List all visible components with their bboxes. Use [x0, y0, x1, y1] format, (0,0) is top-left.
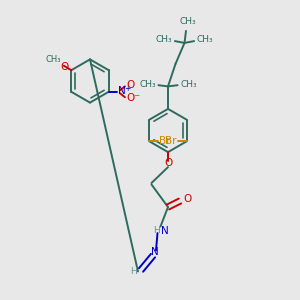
Text: ⁻: ⁻: [134, 92, 140, 105]
Text: CH₃: CH₃: [179, 17, 196, 26]
Text: O: O: [126, 93, 134, 103]
Text: H: H: [153, 226, 160, 235]
Text: Br: Br: [165, 136, 177, 146]
Text: N: N: [151, 247, 158, 257]
Text: O: O: [164, 158, 172, 169]
Text: CH₃: CH₃: [196, 35, 213, 44]
Text: O: O: [126, 80, 134, 90]
Text: O: O: [183, 194, 191, 205]
Text: CH₃: CH₃: [140, 80, 156, 88]
Text: O: O: [60, 62, 68, 72]
Text: +: +: [124, 84, 131, 93]
Text: CH₃: CH₃: [45, 55, 61, 64]
Text: H: H: [130, 267, 136, 276]
Text: N: N: [160, 226, 168, 236]
Text: CH₃: CH₃: [180, 80, 196, 88]
Text: CH₃: CH₃: [156, 35, 172, 44]
Text: Br: Br: [159, 136, 171, 146]
Text: N: N: [118, 86, 126, 96]
